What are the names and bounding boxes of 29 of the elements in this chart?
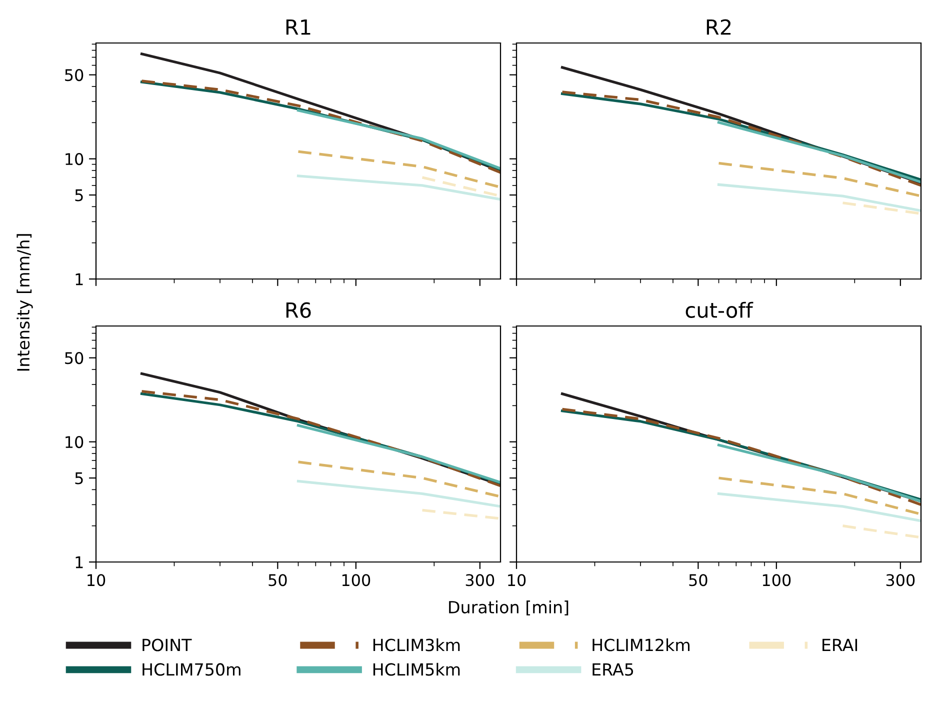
y-tick-label: 10 (66, 436, 84, 448)
chart-title: R6 (286, 302, 311, 318)
legend-label: HCLIM3km (373, 638, 460, 652)
legend-label: POINT (142, 638, 192, 652)
x-tick-label: 100 (762, 574, 791, 586)
x-tick-label: 10 (508, 574, 526, 586)
legend-label: ERA5 (592, 663, 634, 676)
y-tick-label: 50 (65, 69, 84, 82)
chart-title: cut-off (686, 302, 754, 318)
legend-label: HCLIM750m (142, 663, 240, 676)
legend-label: ERAI (822, 638, 858, 652)
x-axis-title: Duration [min] (449, 600, 568, 616)
y-tick-label: 50 (65, 352, 84, 364)
y-tick-label: 1 (76, 556, 83, 568)
y-tick-label: 5 (75, 189, 83, 202)
y-axis-title: Intensity [mm/h] (16, 234, 33, 371)
chart-title: R2 (706, 19, 731, 35)
chart-title: R1 (286, 19, 310, 35)
y-tick-label: 1 (76, 273, 83, 286)
y-tick-label: 10 (66, 153, 84, 166)
x-tick-label: 10 (88, 574, 106, 586)
x-tick-label: 50 (689, 574, 708, 586)
x-tick-label: 300 (466, 574, 494, 586)
x-tick-label: 50 (268, 574, 287, 586)
x-tick-label: 300 (886, 574, 915, 586)
y-tick-label: 5 (75, 472, 83, 484)
legend-label: HCLIM12km (592, 638, 690, 652)
x-tick-label: 100 (342, 574, 370, 586)
legend-label: HCLIM5km (373, 662, 460, 676)
